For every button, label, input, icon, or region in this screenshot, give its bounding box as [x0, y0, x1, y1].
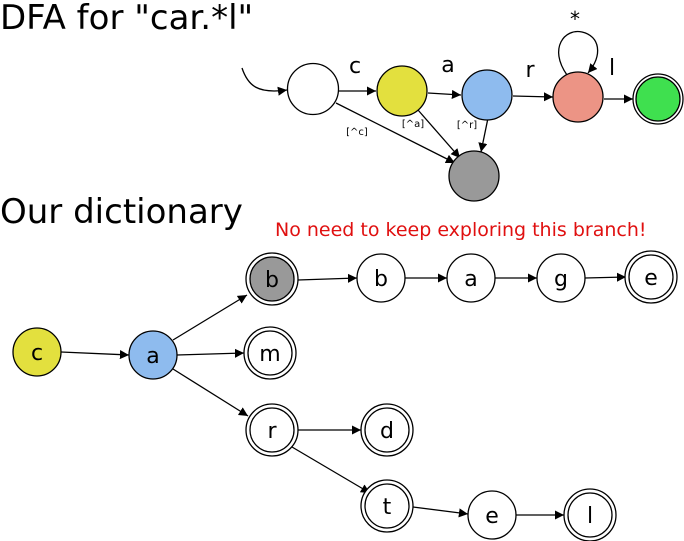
trie-edge-t-e2 [412, 506, 469, 518]
dfa-state-dead [448, 150, 500, 202]
dfa-self-loop-star [558, 30, 599, 76]
trie-node-t: t [360, 479, 414, 533]
dictionary-title: Our dictionary [0, 192, 243, 232]
trie-node-e2: e [467, 490, 517, 540]
dfa-edge-not-r [478, 117, 489, 153]
trie-node-b2: b [356, 253, 406, 303]
dfa-label-l: l [609, 56, 615, 81]
dfa-graph: c a r l * [^c] [^a] [^r] [241, 7, 684, 202]
dfa-label-c: c [349, 54, 361, 79]
trie-node-g: g [536, 253, 586, 303]
dfa-label-r: r [525, 58, 535, 83]
svg-text:m: m [259, 342, 280, 367]
trie-edge-r-t [291, 446, 371, 494]
dfa-state-c [376, 65, 428, 117]
trie-node-m: m [243, 326, 297, 380]
svg-text:c: c [31, 341, 43, 366]
dictionary-trie: c a b m r b a g [12, 250, 678, 541]
svg-text:a: a [464, 267, 477, 292]
trie-edge-a-r [172, 368, 249, 417]
svg-text:r: r [267, 419, 277, 444]
dfa-label-not-r: [^r] [457, 120, 477, 131]
trie-node-a: a [128, 330, 178, 380]
dfa-edge-r [512, 92, 554, 102]
trie-edge-a-b [172, 294, 248, 341]
trie-node-e: e [624, 250, 678, 304]
svg-text:t: t [383, 495, 392, 520]
svg-text:g: g [554, 267, 568, 292]
svg-text:e: e [644, 266, 658, 291]
dfa-state-r [552, 71, 604, 123]
trie-node-b-dead: b [245, 252, 299, 306]
trie-node-l: l [563, 488, 617, 541]
trie-node-d: d [360, 403, 414, 457]
svg-text:b: b [265, 268, 279, 293]
svg-text:a: a [146, 344, 159, 369]
trie-edge-a-m [176, 348, 245, 358]
dfa-edge-not-c [335, 102, 456, 164]
trie-edge-b-b2 [297, 273, 358, 283]
svg-text:b: b [374, 267, 388, 292]
svg-text:d: d [380, 419, 394, 444]
svg-text:e: e [485, 504, 499, 529]
dfa-label-not-c: [^c] [346, 127, 368, 138]
trie-edge-g-e [584, 272, 627, 282]
trie-node-c: c [12, 327, 62, 377]
trie-node-r: r [245, 403, 299, 457]
dfa-label-star: * [570, 7, 580, 31]
dfa-state-a [461, 69, 513, 121]
dfa-edge-not-a [417, 109, 461, 159]
dfa-state-accept [632, 73, 684, 125]
dfa-start-arrow [241, 67, 288, 96]
dfa-edge-a [427, 89, 462, 99]
branch-note: No need to keep exploring this branch! [275, 219, 647, 241]
dfa-label-a: a [441, 53, 454, 78]
dfa-state-start [286, 62, 340, 116]
trie-edge-c-a [60, 350, 130, 360]
svg-text:l: l [587, 504, 593, 529]
dfa-label-not-a: [^a] [402, 119, 424, 130]
trie-node-a2: a [446, 253, 496, 303]
dfa-title: DFA for "car.*l" [0, 0, 254, 38]
